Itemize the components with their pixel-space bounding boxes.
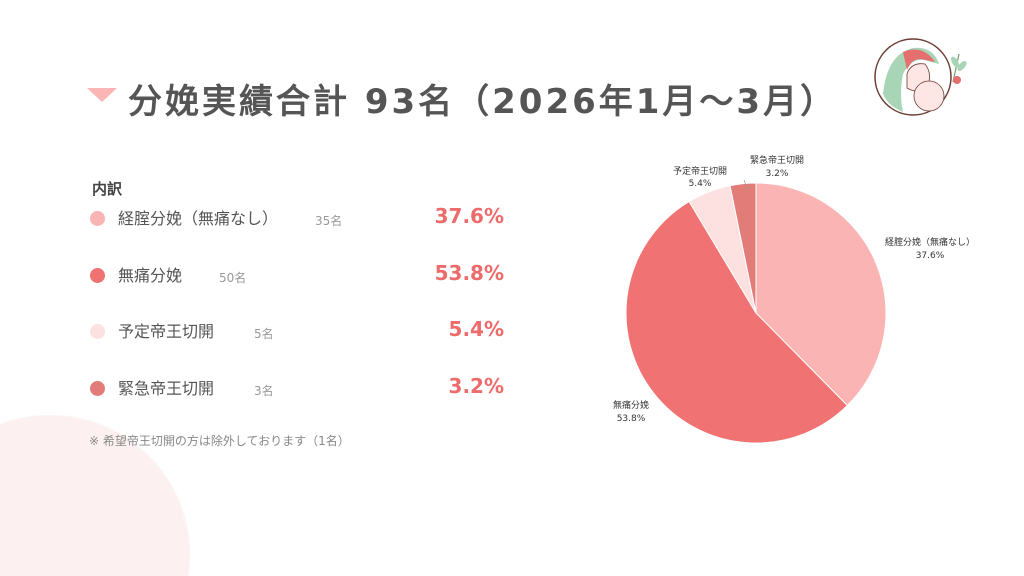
legend-label: 緊急帝王切開: [118, 379, 215, 398]
pie-chart: 予定帝王切開 5.4% 緊急帝王切開 3.2% 経腟分娩（無痛なし） 37.6%…: [613, 154, 975, 444]
legend-dot: [90, 324, 105, 339]
page-title: 分娩実績合計 93名（2026年1月～3月）: [128, 82, 838, 122]
slice-label-value: 37.6%: [916, 251, 945, 261]
legend-percent: 3.2%: [448, 374, 504, 398]
legend-row: 予定帝王切開 5名 5.4%: [90, 315, 504, 345]
pie-slice: [729, 182, 757, 314]
footnote: ※ 希望帝王切開の方は除外しております（1名）: [89, 434, 350, 448]
legend-percent: 5.4%: [448, 317, 504, 341]
legend-count: 35名: [315, 214, 343, 228]
legend-label: 予定帝王切開: [118, 322, 215, 341]
legend-percent: 53.8%: [434, 261, 504, 285]
legend-count: 5名: [254, 327, 274, 341]
title-marker-icon: [87, 88, 117, 102]
slice-label-value: 3.2%: [766, 169, 789, 179]
slice-label-value: 5.4%: [689, 179, 712, 189]
mother-baby-logo-icon: [874, 38, 967, 116]
slice-label-name: 無痛分娩: [613, 399, 649, 411]
legend-row: 緊急帝王切開 3名 3.2%: [90, 372, 504, 402]
slice-label-name: 緊急帝王切開: [750, 154, 804, 166]
legend-row: 無痛分娩 50名 53.8%: [90, 259, 504, 289]
slice-label-name: 経腟分娩（無痛なし）: [885, 236, 975, 248]
legend-percent: 37.6%: [434, 204, 504, 228]
legend-dot: [90, 381, 105, 396]
legend-dot: [90, 268, 105, 283]
slice-label-value: 53.8%: [617, 414, 646, 424]
breakdown-heading: 内訳: [92, 180, 123, 198]
legend-label: 経腟分娩（無痛なし）: [118, 209, 279, 228]
leader-line: [743, 179, 749, 191]
legend-count: 3名: [254, 384, 274, 398]
pie-slice: [755, 182, 887, 407]
legend-dot: [90, 211, 105, 226]
slice-label-name: 予定帝王切開: [673, 165, 727, 177]
pie-slice: [625, 200, 849, 444]
legend-count: 50名: [219, 271, 247, 285]
legend-label: 無痛分娩: [118, 266, 183, 285]
background-decoration: [0, 415, 190, 576]
legend-row: 経腟分娩（無痛なし） 35名 37.6%: [90, 202, 504, 232]
